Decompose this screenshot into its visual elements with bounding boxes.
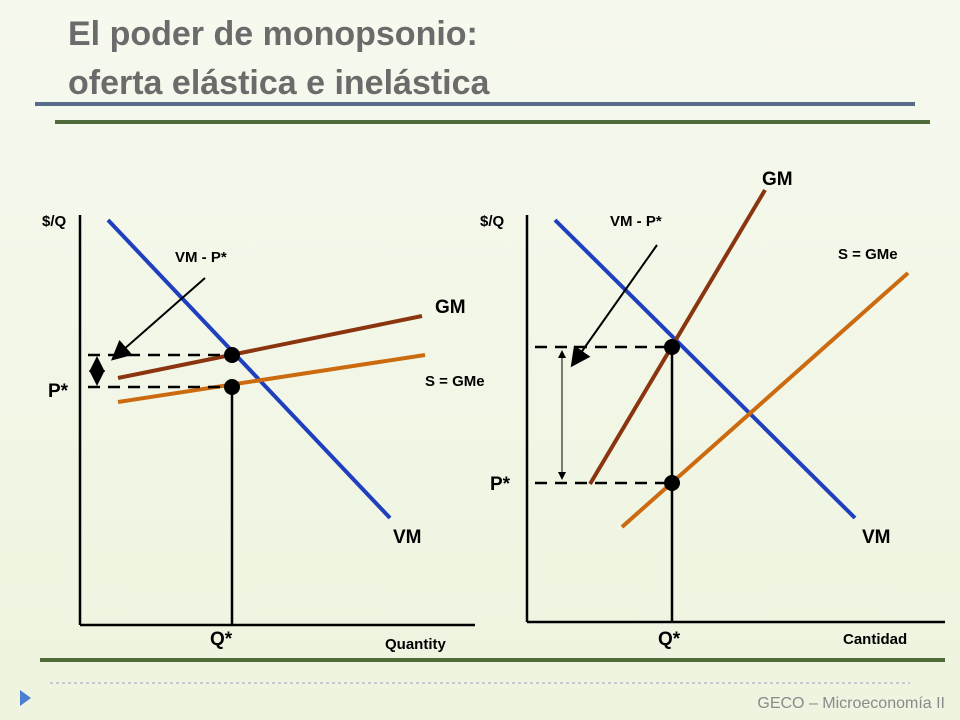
vm-curve (553, 218, 857, 520)
title: El poder de monopsonio: (68, 15, 478, 53)
point (224, 347, 240, 363)
label: S = GMe (425, 373, 485, 390)
right-diagram: $/Q VM - P* GM S = GMe P* VM Q* Cantidad (480, 169, 945, 650)
title: oferta elástica e inelástica (68, 64, 491, 102)
label: P* (48, 381, 69, 402)
gm-curve (588, 188, 767, 486)
label: GM (762, 169, 793, 190)
pointer (110, 277, 206, 361)
gm-curve (117, 314, 423, 380)
axis-label: $/Q (480, 213, 505, 230)
label: VM (393, 527, 422, 548)
label: P* (490, 474, 511, 495)
label: GM (435, 297, 466, 318)
label: Q* (658, 629, 681, 650)
label: VM - P* (175, 249, 227, 266)
bullet-icon (20, 690, 31, 706)
axis-label: Cantidad (843, 631, 907, 648)
point (224, 379, 240, 395)
axis-label: $/Q (42, 213, 67, 230)
point (664, 339, 680, 355)
point (664, 475, 680, 491)
label: S = GMe (838, 246, 898, 263)
axis-label: Quantity (385, 636, 446, 653)
label: VM - P* (610, 213, 662, 230)
label: Q* (210, 629, 233, 650)
vm-curve (106, 218, 392, 520)
label: VM (862, 527, 891, 548)
pointer (570, 244, 658, 368)
left-diagram: $/Q VM - P* GM S = GMe P* VM Q* Quantity (42, 213, 485, 653)
supply-curve (620, 271, 910, 529)
supply-curve (117, 353, 426, 404)
footer: GECO – Microeconomía II (757, 695, 945, 712)
